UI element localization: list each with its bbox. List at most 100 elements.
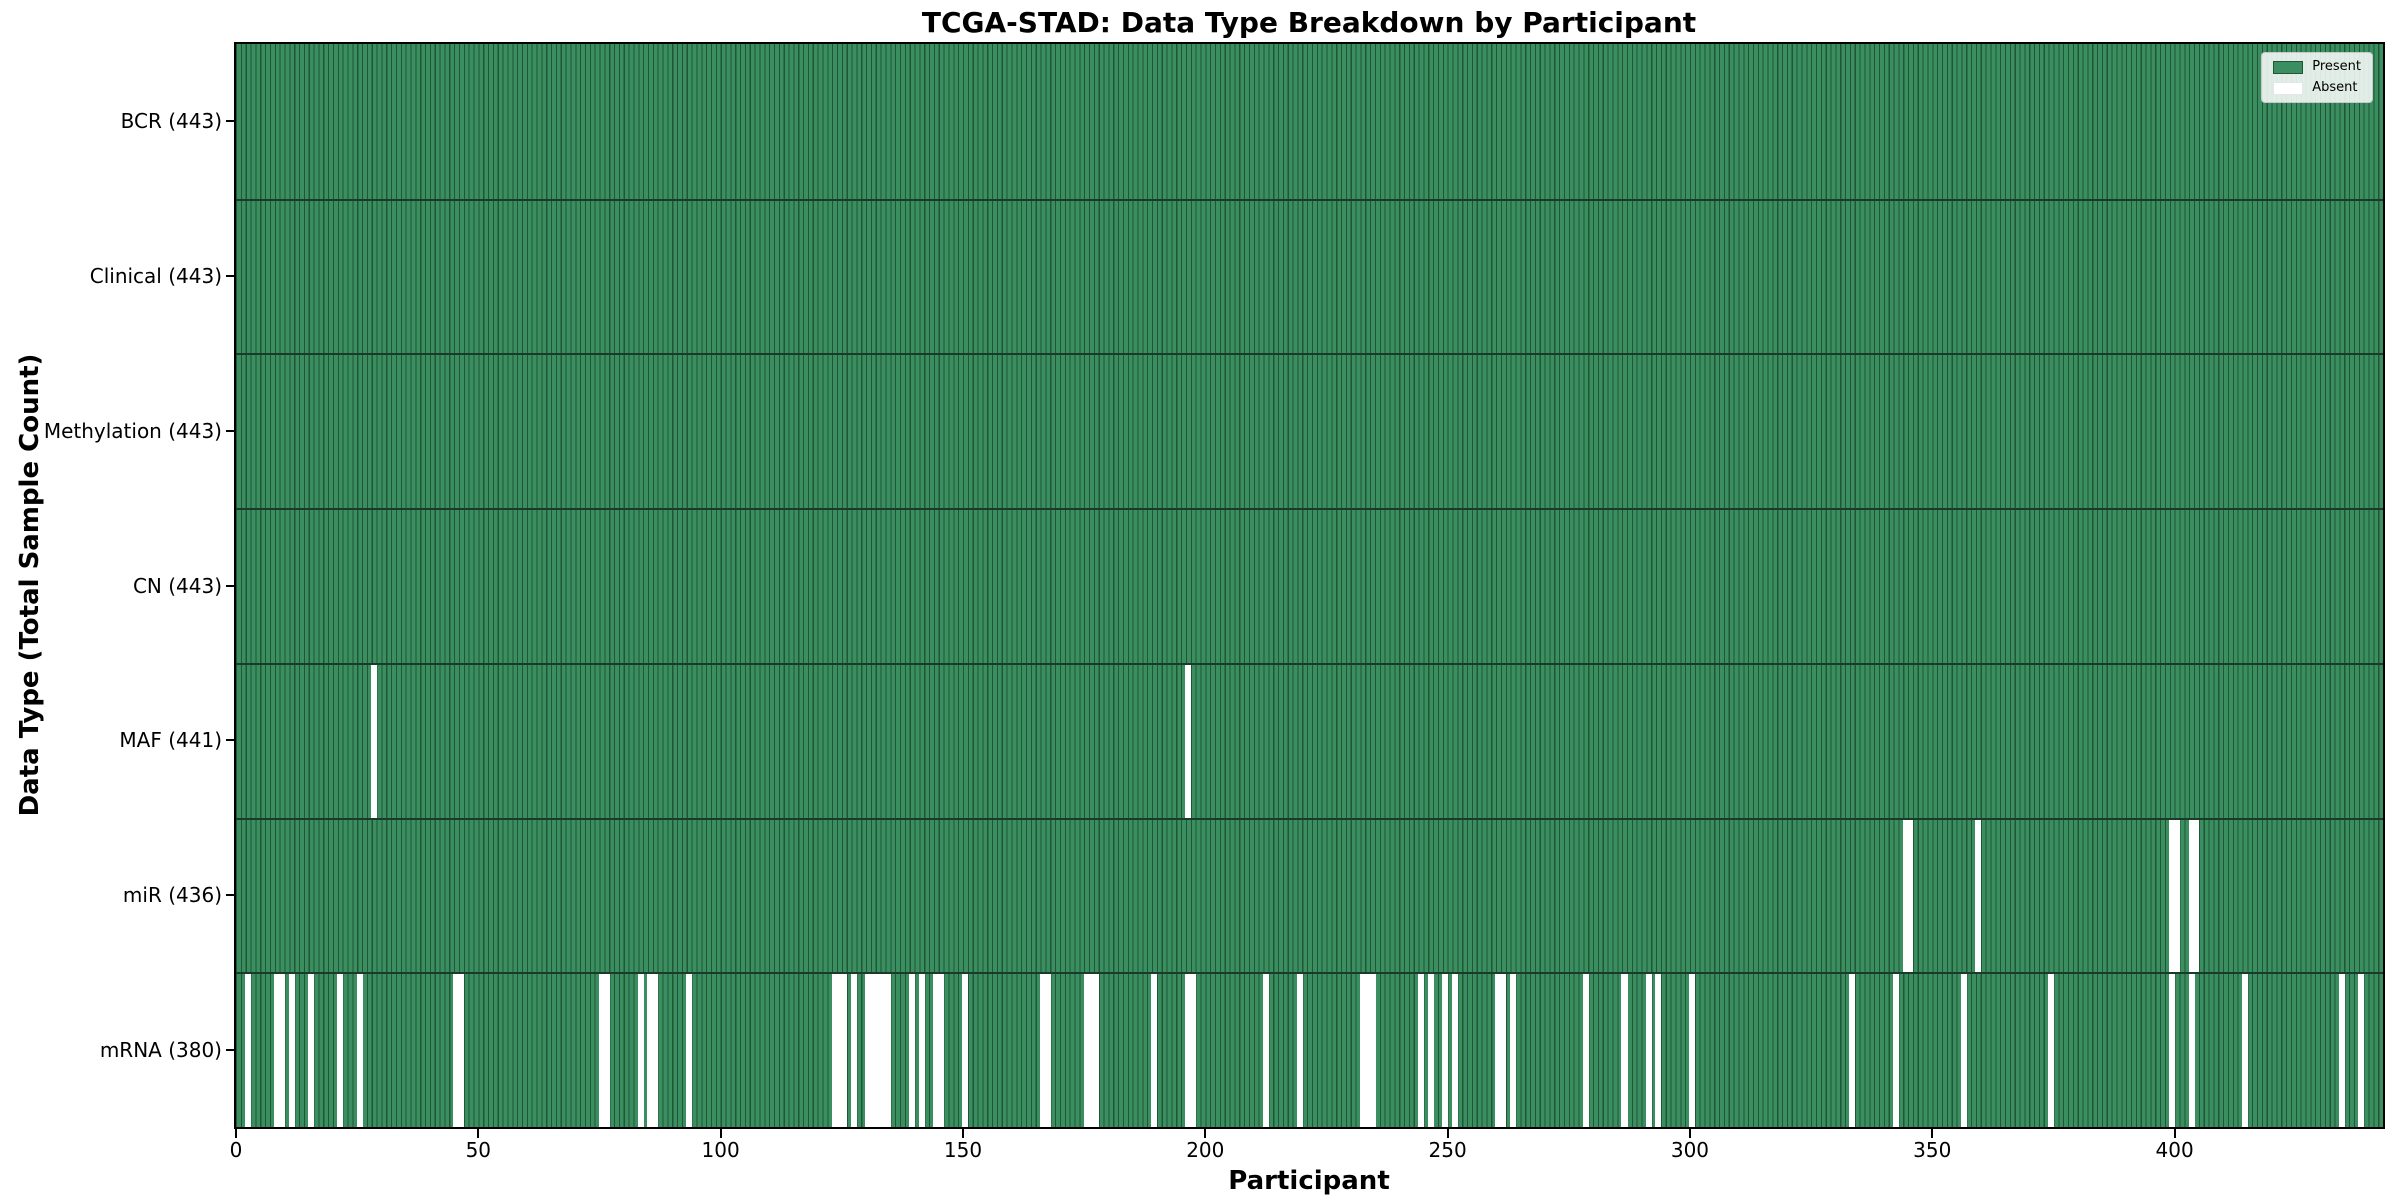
absent-cell	[1185, 974, 1192, 1127]
y-tick-label: mRNA (380)	[99, 1037, 222, 1062]
x-tick-mark	[235, 1129, 237, 1138]
heatmap-row-cn	[236, 508, 2383, 663]
x-tick-label: 0	[229, 1138, 243, 1162]
y-tick-mark	[226, 739, 234, 742]
absent-cell	[1190, 974, 1197, 1127]
y-tick-label: BCR (443)	[120, 109, 222, 134]
x-tick-label: 250	[1428, 1138, 1467, 1162]
absent-cell	[909, 974, 916, 1127]
x-axis-title: Participant	[1228, 1166, 1390, 1196]
heatmap-row-bcr	[236, 44, 2383, 199]
absent-cell	[850, 974, 857, 1127]
heatmap-row-methylation	[236, 353, 2383, 509]
absent-cell	[836, 974, 843, 1127]
legend-entry-present: Present	[2273, 60, 2361, 74]
absent-cell	[1151, 974, 1158, 1127]
x-tick-mark	[2173, 1129, 2176, 1138]
y-tick-mark	[226, 429, 234, 432]
absent-cell	[1645, 974, 1652, 1127]
absent-cell	[1044, 974, 1051, 1127]
x-tick-mark	[1931, 1129, 1934, 1138]
absent-cell	[938, 974, 945, 1127]
absent-cell	[2188, 819, 2195, 973]
absent-cell	[652, 974, 659, 1127]
absent-cell	[2338, 974, 2345, 1127]
y-tick-mark	[226, 893, 234, 896]
absent-cell	[1621, 974, 1628, 1127]
absent-cell	[1451, 974, 1458, 1127]
x-tick-mark	[477, 1129, 480, 1138]
x-tick-mark	[961, 1129, 964, 1138]
x-tick-label: 400	[2155, 1138, 2194, 1162]
y-tick-mark	[226, 120, 234, 123]
absent-cell	[1689, 974, 1696, 1127]
absent-cell	[1655, 974, 1662, 1127]
absent-cell	[1369, 974, 1376, 1127]
y-tick-label: CN (443)	[132, 573, 222, 598]
absent-cell	[274, 974, 281, 1127]
heatmap-row-mrna	[236, 972, 2383, 1127]
absent-cell	[1262, 974, 1269, 1127]
absent-cell	[1185, 664, 1192, 818]
x-tick-label: 350	[1913, 1138, 1952, 1162]
legend-label-absent: Absent	[2312, 80, 2358, 95]
heatmap-plot-area: Present Absent	[236, 44, 2383, 1127]
absent-cell	[458, 974, 465, 1127]
y-tick-label: miR (436)	[122, 882, 222, 907]
y-tick-mark	[226, 1048, 234, 1051]
absent-cell	[2193, 819, 2200, 973]
absent-cell	[875, 974, 882, 1127]
y-tick-mark	[226, 275, 234, 278]
absent-cell	[603, 974, 610, 1127]
absent-cell	[884, 974, 891, 1127]
y-tick-label: MAF (441)	[119, 728, 222, 753]
absent-cell	[356, 974, 363, 1127]
absent-cell	[1849, 974, 1856, 1127]
absent-cell	[933, 974, 940, 1127]
absent-cell	[279, 974, 286, 1127]
absent-cell	[918, 974, 925, 1127]
absent-cell	[337, 974, 344, 1127]
x-tick-label: 100	[701, 1138, 740, 1162]
absent-cell	[686, 974, 693, 1127]
absent-cell	[371, 664, 378, 818]
absent-cell	[1975, 819, 1982, 973]
chart-title: TCGA-STAD: Data Type Breakdown by Partic…	[921, 6, 1697, 39]
absent-cell	[1039, 974, 1046, 1127]
heatmap-row-clinical	[236, 198, 2383, 354]
legend-entry-absent: Absent	[2273, 81, 2361, 95]
absent-cell	[879, 974, 887, 1127]
absent-cell	[1892, 974, 1899, 1127]
x-tick-mark	[1446, 1129, 1449, 1138]
absent-cell	[2169, 974, 2176, 1127]
legend: Present Absent	[2261, 52, 2373, 103]
x-tick-label: 300	[1670, 1138, 1710, 1162]
absent-swatch	[2273, 81, 2304, 95]
absent-cell	[245, 974, 252, 1127]
absent-cell	[308, 974, 315, 1127]
x-tick-label: 150	[943, 1138, 983, 1162]
x-tick-mark	[1688, 1129, 1691, 1138]
y-tick-label: Clinical (443)	[89, 264, 222, 289]
absent-cell	[1088, 974, 1095, 1127]
x-tick-label: 200	[1186, 1138, 1225, 1162]
absent-cell	[1364, 974, 1371, 1127]
x-tick-label: 50	[465, 1138, 492, 1162]
absent-cell	[831, 974, 838, 1127]
absent-cell	[288, 974, 295, 1127]
absent-cell	[2358, 974, 2365, 1127]
legend-label-present: Present	[2312, 59, 2361, 74]
heatmap-row-maf	[236, 662, 2383, 818]
absent-cell	[1083, 974, 1090, 1127]
absent-cell	[637, 974, 644, 1127]
absent-cell	[647, 974, 654, 1127]
absent-cell	[870, 974, 877, 1127]
x-tick-mark	[719, 1129, 722, 1138]
absent-cell	[2169, 819, 2176, 973]
present-swatch	[2273, 60, 2304, 74]
y-tick-label: Methylation (443)	[43, 418, 222, 443]
heatmap-row-mir	[236, 817, 2383, 973]
absent-cell	[1427, 974, 1434, 1127]
absent-cell	[2047, 974, 2055, 1127]
x-tick-mark	[1204, 1129, 1207, 1138]
